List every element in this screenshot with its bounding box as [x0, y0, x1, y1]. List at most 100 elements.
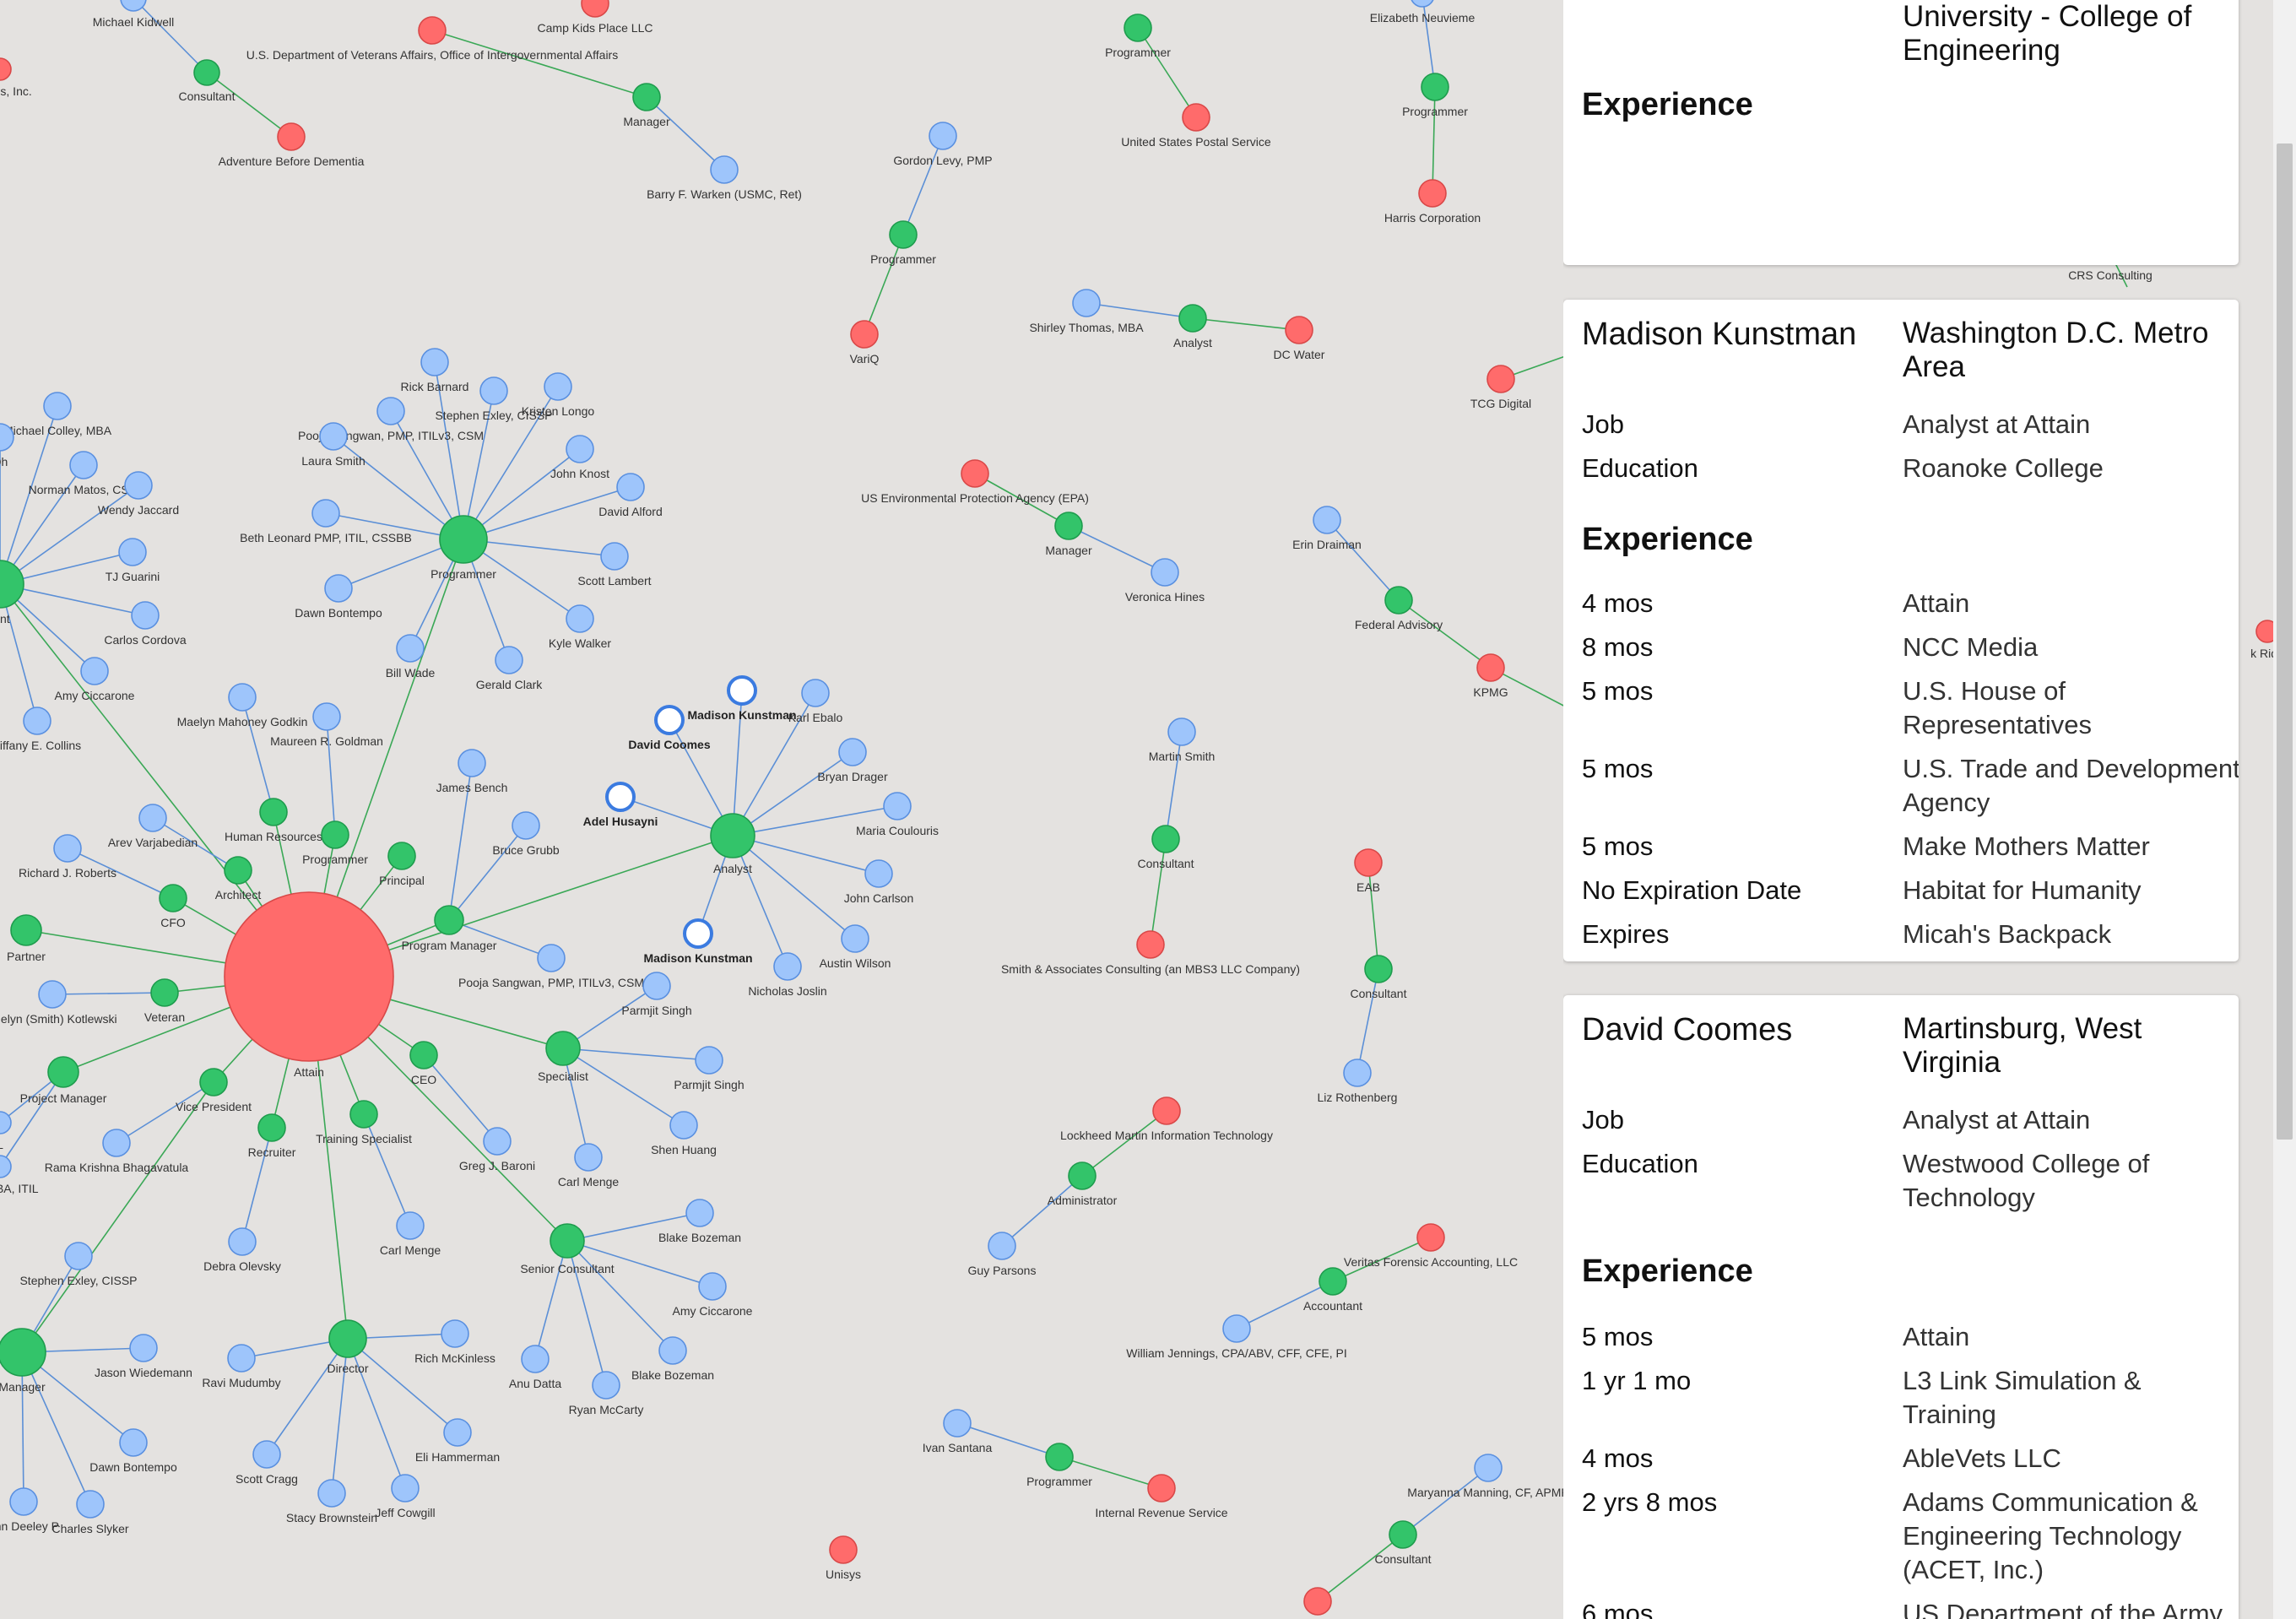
- node-r_bottom1[interactable]: [1303, 1587, 1332, 1616]
- node-b_manning[interactable]: Maryanna Manning, CF, APMP: [1407, 1454, 1569, 1499]
- node-g_admin[interactable]: Administrator: [1048, 1161, 1118, 1207]
- node-b_mckinless[interactable]: Rich McKinless: [414, 1319, 495, 1365]
- node-circle[interactable]: [1474, 1454, 1503, 1482]
- node-attain[interactable]: Attain: [224, 891, 394, 1079]
- node-circle[interactable]: [850, 320, 879, 349]
- node-g_pm[interactable]: Program Manager: [402, 905, 497, 952]
- node-circle[interactable]: [9, 1487, 38, 1516]
- node-b_baroni[interactable]: Greg J. Baroni: [459, 1127, 535, 1172]
- node-circle[interactable]: [80, 657, 109, 685]
- node-circle[interactable]: [439, 515, 488, 564]
- node-b_datta[interactable]: Anu Datta: [509, 1345, 561, 1390]
- node-circle[interactable]: [1054, 512, 1083, 540]
- node-b_hines[interactable]: Veronica Hines: [1125, 558, 1205, 604]
- node-circle[interactable]: [605, 782, 636, 812]
- node-b_clark[interactable]: Gerald Clark: [476, 646, 544, 691]
- node-circle[interactable]: [545, 1031, 581, 1066]
- node-g_cfo[interactable]: CFO: [159, 884, 187, 929]
- node-circle[interactable]: [1364, 955, 1393, 983]
- node-circle[interactable]: [131, 601, 160, 630]
- node-b_wiedemann[interactable]: Jason Wiedemann: [95, 1334, 192, 1379]
- node-g_train[interactable]: Training Specialist: [316, 1100, 412, 1145]
- node-r_irs[interactable]: Internal Revenue Service: [1095, 1474, 1228, 1519]
- node-circle[interactable]: [434, 905, 464, 935]
- node-circle[interactable]: [193, 59, 220, 86]
- node-circle[interactable]: [23, 707, 51, 735]
- node-circle[interactable]: [0, 1155, 12, 1178]
- node-circle[interactable]: [349, 1100, 378, 1129]
- node-b_brownstein[interactable]: Stacy Brownstein: [286, 1479, 377, 1524]
- node-b_roth[interactable]: Liz Rothenberg: [1318, 1059, 1398, 1104]
- node-circle[interactable]: [841, 924, 869, 953]
- node-b_carlson[interactable]: John Carlson: [844, 859, 914, 905]
- node-g_recruiter[interactable]: Recruiter: [248, 1113, 296, 1159]
- node-circle[interactable]: [495, 646, 523, 674]
- node-circle[interactable]: [616, 473, 645, 501]
- node-circle[interactable]: [642, 972, 671, 1000]
- node-circle[interactable]: [0, 1328, 46, 1377]
- node-r_unisys[interactable]: Unisys: [826, 1535, 861, 1581]
- node-circle[interactable]: [1072, 289, 1101, 317]
- node-g_ceo[interactable]: CEO: [409, 1041, 438, 1086]
- node-r_veritas[interactable]: Veritas Forensic Accounting, LLC: [1344, 1223, 1518, 1269]
- node-circle[interactable]: [102, 1129, 131, 1157]
- node-b_lsmith[interactable]: Laura Smith: [301, 422, 366, 468]
- node-circle[interactable]: [38, 980, 67, 1009]
- node-r_adv[interactable]: Adventure Before Dementia: [219, 122, 365, 168]
- node-g_prog2[interactable]: Programmer: [1402, 73, 1468, 118]
- node-circle[interactable]: [695, 1046, 723, 1075]
- node-circle[interactable]: [1486, 365, 1515, 393]
- node-b_goldman[interactable]: Maureen R. Goldman: [270, 702, 383, 748]
- node-b_sangwan2[interactable]: Pooja Sangwan, PMP, ITILv3, CSM: [458, 944, 644, 989]
- node-circle[interactable]: [727, 675, 757, 706]
- node-circle[interactable]: [1151, 825, 1180, 853]
- node-b_mudumby[interactable]: Ravi Mudumby: [202, 1344, 281, 1389]
- node-circle[interactable]: [64, 1242, 93, 1270]
- node-circle[interactable]: [1136, 930, 1165, 959]
- node-g_arch[interactable]: Architect: [215, 856, 262, 902]
- node-b_cowgill[interactable]: Jeff Cowgill: [375, 1474, 436, 1519]
- scrollbar-thumb[interactable]: [2277, 143, 2293, 1140]
- node-g_mgr2[interactable]: Manager: [1045, 512, 1092, 557]
- node-b_coulouris[interactable]: Maria Coulouris: [856, 792, 939, 837]
- node-g_specialist[interactable]: Specialist: [538, 1031, 588, 1083]
- node-g_principal[interactable]: Principal: [379, 842, 425, 887]
- node-circle[interactable]: [592, 1371, 620, 1400]
- node-circle[interactable]: [53, 834, 82, 863]
- node-b_barnard[interactable]: Rick Barnard: [401, 348, 469, 393]
- node-b_deeley[interactable]: ohn Deeley P: [0, 1487, 59, 1533]
- node-b_kotlewski[interactable]: quelyn (Smith) Kotlewski: [0, 980, 117, 1026]
- node-circle[interactable]: [658, 1336, 687, 1365]
- node-b_cordova[interactable]: Carlos Cordova: [104, 601, 187, 647]
- node-r_lmit[interactable]: Lockheed Martin Information Technology: [1060, 1096, 1273, 1142]
- node-b_walker[interactable]: Kyle Walker: [549, 604, 612, 650]
- node-g_prog3[interactable]: Programmer: [870, 220, 936, 266]
- node-b_varjabedian[interactable]: Arev Varjabedian: [108, 804, 198, 849]
- node-circle[interactable]: [441, 1319, 469, 1348]
- node-circle[interactable]: [521, 1345, 550, 1373]
- node-b_pmp[interactable]: PM, MBA, ITIL: [0, 1155, 39, 1195]
- node-circle[interactable]: [883, 792, 912, 820]
- node-circle[interactable]: [129, 1334, 158, 1362]
- node-b_bontempo1[interactable]: Dawn Bontempo: [295, 574, 382, 620]
- node-r_dcwater[interactable]: DC Water: [1274, 316, 1325, 361]
- node-g_consult0[interactable]: Consultant: [179, 59, 236, 103]
- node-r_variq[interactable]: VariQ: [850, 320, 880, 365]
- node-circle[interactable]: [69, 451, 98, 479]
- node-b_singh1[interactable]: Parmjit Singh: [621, 972, 692, 1017]
- node-circle[interactable]: [1476, 653, 1505, 682]
- node-circle[interactable]: [929, 122, 957, 150]
- node-circle[interactable]: [257, 1113, 286, 1142]
- node-b_drager[interactable]: Bryan Drager: [817, 738, 888, 783]
- node-b_oh[interactable]: Oh: [0, 423, 14, 468]
- node-circle[interactable]: [512, 811, 540, 840]
- node-b_menge2[interactable]: Carl Menge: [558, 1143, 620, 1189]
- node-circle[interactable]: [321, 820, 349, 849]
- node-circle[interactable]: [396, 1211, 425, 1240]
- node-b_hammerman[interactable]: Eli Hammerman: [415, 1418, 500, 1464]
- node-circle[interactable]: [252, 1440, 281, 1469]
- node-s_coomes[interactable]: David Coomes: [628, 705, 711, 751]
- node-circle[interactable]: [483, 1127, 512, 1156]
- node-circle[interactable]: [710, 813, 755, 858]
- node-circle[interactable]: [961, 459, 989, 488]
